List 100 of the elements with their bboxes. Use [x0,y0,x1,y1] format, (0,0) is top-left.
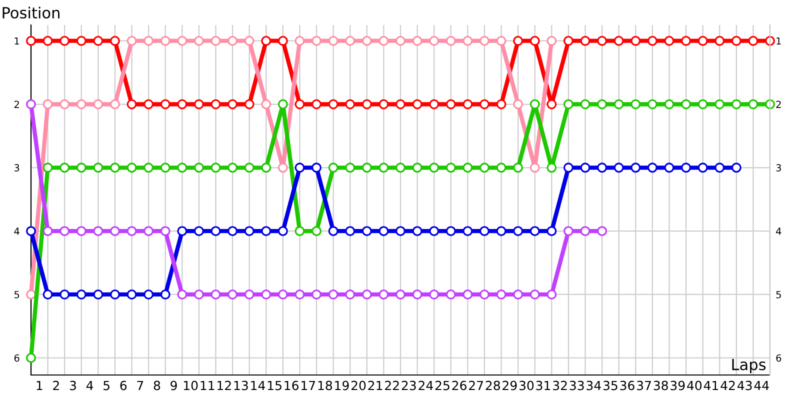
point [228,289,238,300]
point [513,99,524,110]
x-tick-label: 7 [137,380,144,390]
point [597,226,608,236]
x-axis-title: Laps [732,358,766,374]
point [546,162,557,173]
point [378,289,389,300]
x-tick-label: 20 [351,380,366,390]
x-tick-label: 36 [620,380,634,390]
point [362,289,372,300]
x-tick-label: 9 [170,380,177,390]
point [446,226,456,236]
x-tick-label: 35 [603,380,618,390]
point [731,99,742,110]
point [312,36,322,46]
point [681,99,692,110]
point [362,36,372,46]
point [278,99,288,110]
point [76,289,86,300]
point [278,289,288,300]
point [294,289,305,300]
point [177,36,188,46]
x-tick-label: 5 [104,380,110,390]
point [244,99,254,110]
x-tick-label: 21 [368,380,382,390]
point [126,226,137,236]
point [614,36,624,46]
y2-tick-label: 1 [776,37,781,45]
x-tick-label: 33 [570,380,584,390]
point [110,289,120,300]
x-tick-label: 1 [36,380,42,390]
point [664,162,674,173]
y2-tick-label: 2 [776,100,781,108]
point [530,162,540,173]
point [328,162,338,173]
x-tick-label: 27 [469,380,483,390]
x-tick-label: 39 [670,380,685,390]
point [597,36,608,46]
point [76,99,86,110]
point [194,99,204,110]
point [160,226,170,236]
y2-tick-label: 3 [776,164,781,172]
x-tick-label: 16 [284,380,298,390]
y-tick-label: 5 [14,291,20,298]
point [731,36,742,46]
point [546,36,557,46]
point [748,36,758,46]
point [496,289,506,300]
point [496,226,506,236]
point [714,36,725,46]
point [513,289,524,300]
point [630,162,641,173]
point [714,99,725,110]
point [244,36,254,46]
x-tick-label: 11 [200,380,214,390]
point [228,99,238,110]
point [563,99,574,110]
x-tick-label: 29 [502,380,517,390]
point [362,162,372,173]
point [26,352,36,363]
point [60,99,70,110]
point [546,99,557,110]
point [614,99,624,110]
point [731,162,742,173]
point [228,226,238,236]
x-tick-label: 38 [654,380,668,390]
point [462,226,473,236]
point [76,36,86,46]
point [261,99,272,110]
point [26,226,36,236]
point [261,162,272,173]
point [93,36,104,46]
point [312,99,322,110]
point [42,162,53,173]
point [530,226,540,236]
point [110,226,120,236]
point [630,99,641,110]
x-tick-label: 6 [120,380,127,390]
point [378,226,389,236]
point [412,289,422,300]
point [210,289,221,300]
point [462,99,473,110]
point [278,36,288,46]
point [228,36,238,46]
x-tick-label: 18 [318,380,332,390]
x-tick-label: 37 [637,380,651,390]
point [362,226,372,236]
point [446,289,456,300]
point [513,226,524,236]
point [378,36,389,46]
point [294,99,305,110]
x-tick-label: 23 [402,380,416,390]
point [446,99,456,110]
point [60,162,70,173]
x-tick-label: 24 [418,380,433,390]
point [429,162,440,173]
point [580,226,590,236]
x-tick-label: 3 [70,380,76,390]
point [210,226,221,236]
point [160,36,170,46]
